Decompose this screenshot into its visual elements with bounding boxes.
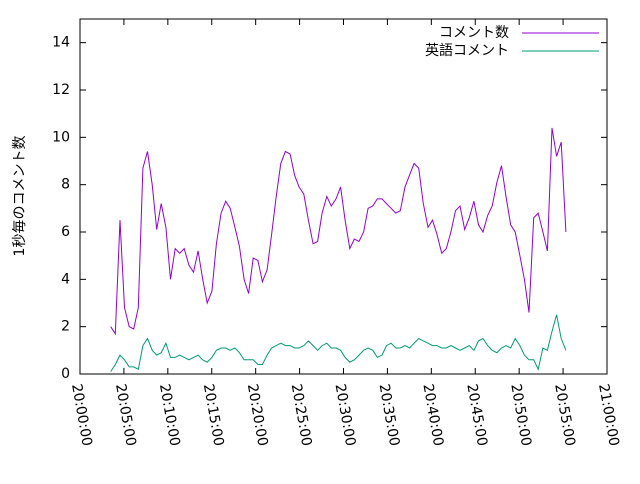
y-tick-label: 4 — [61, 271, 70, 287]
y-tick-label: 0 — [61, 366, 70, 382]
y-tick-label: 14 — [52, 35, 70, 51]
series-line — [110, 127, 567, 336]
legend-label: 英語コメント — [425, 42, 509, 59]
y-axis-label: 1秒毎のコメント数 — [12, 136, 28, 257]
y-tick-label: 6 — [61, 224, 70, 240]
y-tick-label: 2 — [61, 319, 70, 335]
series-line — [110, 314, 567, 372]
legend-label: コメント数 — [439, 25, 509, 41]
y-tick-label: 12 — [52, 82, 70, 98]
y-tick-label: 8 — [61, 177, 70, 193]
y-tick-label: 10 — [52, 129, 70, 145]
